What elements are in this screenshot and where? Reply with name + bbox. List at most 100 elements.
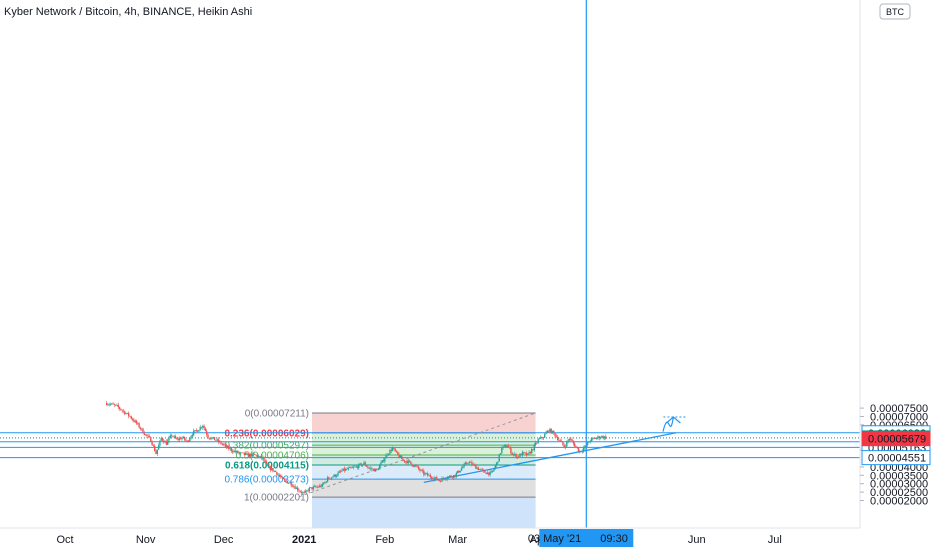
candle: [196, 430, 199, 432]
candle: [232, 449, 234, 455]
candle: [488, 472, 490, 477]
candle: [544, 432, 546, 438]
candle: [505, 443, 507, 448]
candle: [141, 428, 143, 431]
candle: [131, 417, 134, 422]
arrow-annotation[interactable]: [662, 416, 688, 432]
candle: [128, 411, 130, 419]
candle: [117, 402, 119, 410]
candle: [255, 454, 257, 457]
candle: [438, 479, 441, 482]
candle: [458, 470, 460, 474]
candle: [216, 437, 218, 443]
candle: [146, 434, 148, 439]
trendlines[interactable]: [298, 412, 688, 498]
candle: [601, 435, 603, 439]
candle: [573, 441, 576, 448]
fib-level-label: 0.618(0.00004115): [225, 460, 309, 471]
currency-badge[interactable]: BTC: [879, 3, 911, 20]
candle: [429, 473, 431, 479]
candle: [463, 462, 465, 469]
horizontal-lines[interactable]: [0, 432, 860, 459]
candle: [295, 486, 298, 489]
time-axis-bg[interactable]: [0, 528, 932, 550]
candle: [399, 454, 402, 458]
candle: [406, 459, 408, 465]
candle: [351, 465, 353, 469]
candle: [490, 469, 493, 474]
candle: [163, 438, 165, 445]
candle: [446, 475, 448, 482]
candle: [550, 427, 552, 434]
candle: [447, 476, 450, 480]
candle: [138, 421, 140, 429]
candle: [298, 488, 300, 494]
candle: [221, 442, 223, 446]
candle: [421, 468, 424, 473]
svg-text:0.00004551: 0.00004551: [868, 453, 926, 465]
candle: [365, 464, 368, 467]
candle: [124, 410, 126, 416]
candle: [293, 484, 295, 489]
candle: [373, 468, 376, 472]
y-tick-label: 0.00002000: [870, 496, 928, 508]
candle: [411, 463, 413, 468]
candle: [602, 435, 604, 440]
candle: [115, 404, 117, 407]
candle: [209, 438, 212, 440]
candle: [501, 446, 503, 455]
candle: [355, 465, 357, 468]
candle: [594, 437, 597, 439]
candle: [558, 437, 560, 442]
candle: [155, 448, 157, 455]
candle: [503, 444, 506, 448]
candle: [347, 466, 350, 471]
candle: [533, 443, 535, 452]
candle: [248, 452, 251, 459]
candle: [449, 475, 451, 478]
svg-text:09:30: 09:30: [600, 533, 628, 545]
candle: [176, 437, 178, 440]
candle: [510, 445, 512, 455]
candle: [407, 458, 409, 465]
candle: [269, 465, 272, 473]
candle: [254, 453, 256, 455]
candle: [375, 468, 377, 472]
candle: [300, 489, 303, 496]
candle: [268, 463, 270, 467]
candle: [239, 451, 242, 455]
candle: [167, 438, 169, 445]
trendline[interactable]: [423, 432, 677, 483]
candle: [441, 476, 443, 482]
candle: [460, 465, 463, 472]
x-tick-label: Feb: [375, 534, 394, 546]
candle: [538, 437, 541, 440]
candle: [215, 439, 217, 441]
candle: [226, 444, 229, 448]
candle: [427, 471, 429, 478]
y-tick-label: 0.00003000: [870, 479, 928, 491]
candle: [467, 462, 469, 466]
x-tick-label: Jul: [768, 534, 782, 546]
candle: [177, 436, 179, 443]
candle: [364, 461, 366, 467]
candle: [328, 476, 330, 479]
candle: [323, 481, 325, 486]
x-tick-label: 2021: [292, 534, 316, 546]
candle: [260, 454, 262, 460]
candle: [120, 408, 122, 411]
candle: [475, 463, 477, 469]
candle: [360, 463, 363, 467]
candle: [401, 454, 403, 460]
candle: [518, 455, 520, 459]
candle: [152, 444, 155, 448]
candle: [599, 436, 602, 440]
fib-level-label: 0(0.00007211): [245, 408, 309, 419]
candle: [564, 444, 567, 450]
candle: [356, 464, 359, 470]
candle: [315, 485, 317, 489]
candle: [194, 429, 196, 433]
candle: [520, 453, 522, 456]
